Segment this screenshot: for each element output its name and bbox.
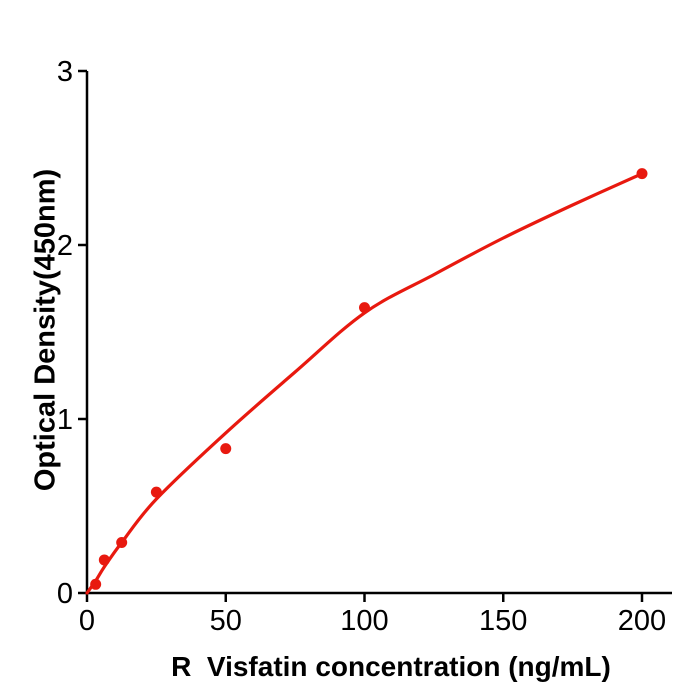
x-tick-label: 200 <box>618 605 666 637</box>
fit-curve-line <box>85 172 644 595</box>
tick-layer: 0 50 100 150 200 0 1 2 3 <box>57 56 666 637</box>
x-tick-label: 50 <box>210 605 242 637</box>
y-tick-label: 3 <box>57 56 73 88</box>
axes-layer <box>85 71 672 595</box>
y-tick-label: 2 <box>57 230 73 262</box>
axis-spines <box>85 71 672 595</box>
data-point <box>220 443 232 455</box>
y-tick-label: 0 <box>57 578 73 610</box>
x-tick-label: 100 <box>340 605 388 637</box>
x-tick-label: 0 <box>79 605 95 637</box>
data-series-layer <box>85 168 648 595</box>
y-axis-title: Optical Density(450nm) <box>29 168 62 492</box>
y-tick-label: 1 <box>57 404 73 436</box>
x-axis-title: R Visfatin concentration (ng/mL) <box>171 651 611 682</box>
x-tick-label: 150 <box>479 605 527 637</box>
